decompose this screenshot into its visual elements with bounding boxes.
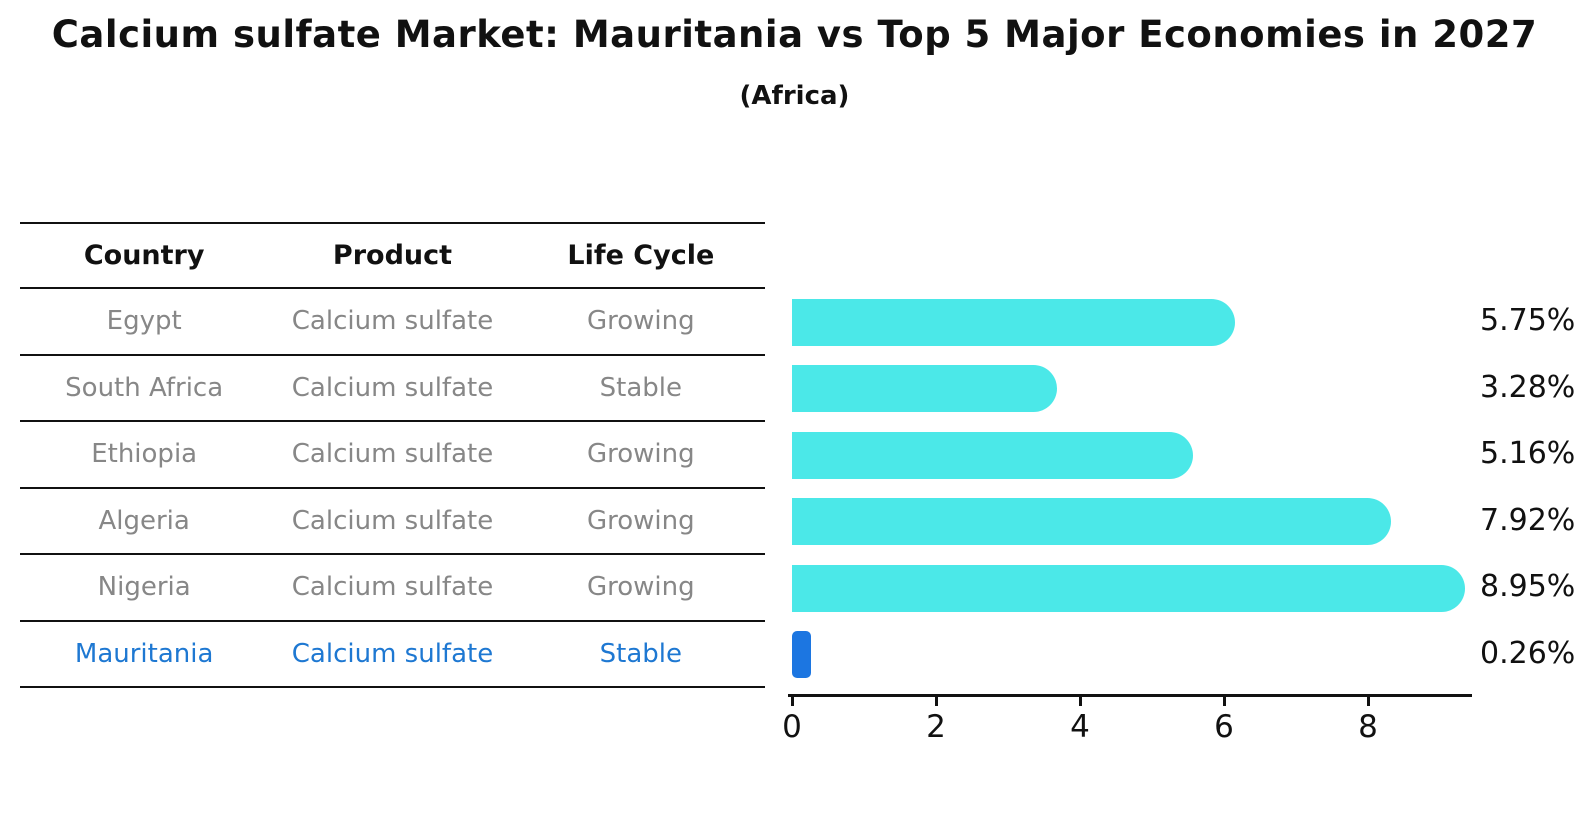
table-header-row: Country Product Life Cycle <box>20 222 765 289</box>
table-cell-life-cycle: Growing <box>586 505 695 536</box>
table-cell-country: Ethiopia <box>91 439 198 470</box>
table-row: Egypt Calcium sulfate Growing <box>20 289 765 356</box>
value-label-south-africa: 3.28% <box>1480 369 1576 405</box>
x-tick-0 <box>790 697 794 706</box>
table-cell-product: Calcium sulfate <box>291 372 494 403</box>
bar-south-africa <box>792 365 1058 413</box>
x-axis-line <box>788 694 1472 697</box>
table-cell-product: Calcium sulfate <box>291 306 494 337</box>
x-tick-label-8: 8 <box>1358 709 1378 745</box>
bar-algeria <box>792 498 1392 546</box>
value-label-algeria: 7.92% <box>1480 502 1576 538</box>
table-row: Nigeria Calcium sulfate Growing <box>20 555 765 622</box>
value-label-ethiopia: 5.16% <box>1480 436 1576 472</box>
table-cell-country: Egypt <box>106 306 182 337</box>
table-cell-country: South Africa <box>65 372 224 403</box>
table-cell-life-cycle: Growing <box>586 572 695 603</box>
table-cell-life-cycle: Growing <box>586 439 695 470</box>
table-body: Egypt Calcium sulfate Growing South Afri… <box>20 289 765 688</box>
bar-mauritania <box>792 631 811 679</box>
x-tick-label-2: 2 <box>926 709 946 745</box>
table-row: Algeria Calcium sulfate Growing <box>20 489 765 555</box>
table-cell-country: Nigeria <box>97 572 191 603</box>
x-tick-label-0: 0 <box>782 709 802 745</box>
table-cell-life-cycle: Stable <box>599 372 682 403</box>
x-tick-2 <box>934 697 938 706</box>
table-cell-life-cycle: Growing <box>586 306 695 337</box>
table-row: South Africa Calcium sulfate Stable <box>20 356 765 422</box>
table-cell-product: Calcium sulfate <box>291 439 494 470</box>
chart-subtitle: (Africa) <box>739 81 850 111</box>
value-label-nigeria: 8.95% <box>1480 569 1576 605</box>
chart-title: Calcium sulfate Market: Mauritania vs To… <box>51 13 1538 56</box>
bar-ethiopia <box>792 431 1193 479</box>
table-cell-product: Calcium sulfate <box>291 638 494 669</box>
bar-nigeria <box>792 564 1466 612</box>
table-header-life-cycle: Life Cycle <box>567 240 715 271</box>
table-cell-product: Calcium sulfate <box>291 505 494 536</box>
bar-egypt <box>792 298 1235 346</box>
table-header-product: Product <box>332 240 453 271</box>
x-tick-label-4: 4 <box>1070 709 1090 745</box>
x-tick-label-6: 6 <box>1214 709 1234 745</box>
value-label-mauritania: 0.26% <box>1480 635 1576 671</box>
table-row: Mauritania Calcium sulfate Stable <box>20 622 765 688</box>
value-label-egypt: 5.75% <box>1480 303 1576 339</box>
x-tick-4 <box>1078 697 1082 706</box>
table-cell-life-cycle: Stable <box>599 638 682 669</box>
table-cell-country: Algeria <box>98 505 190 536</box>
table-row: Ethiopia Calcium sulfate Growing <box>20 422 765 489</box>
table-cell-country: Mauritania <box>74 638 214 669</box>
table-header-country: Country <box>83 240 205 271</box>
country-table: Country Product Life Cycle Egypt Calcium… <box>20 222 765 688</box>
table-cell-product: Calcium sulfate <box>291 572 494 603</box>
x-tick-8 <box>1366 697 1370 706</box>
x-tick-6 <box>1222 697 1226 706</box>
